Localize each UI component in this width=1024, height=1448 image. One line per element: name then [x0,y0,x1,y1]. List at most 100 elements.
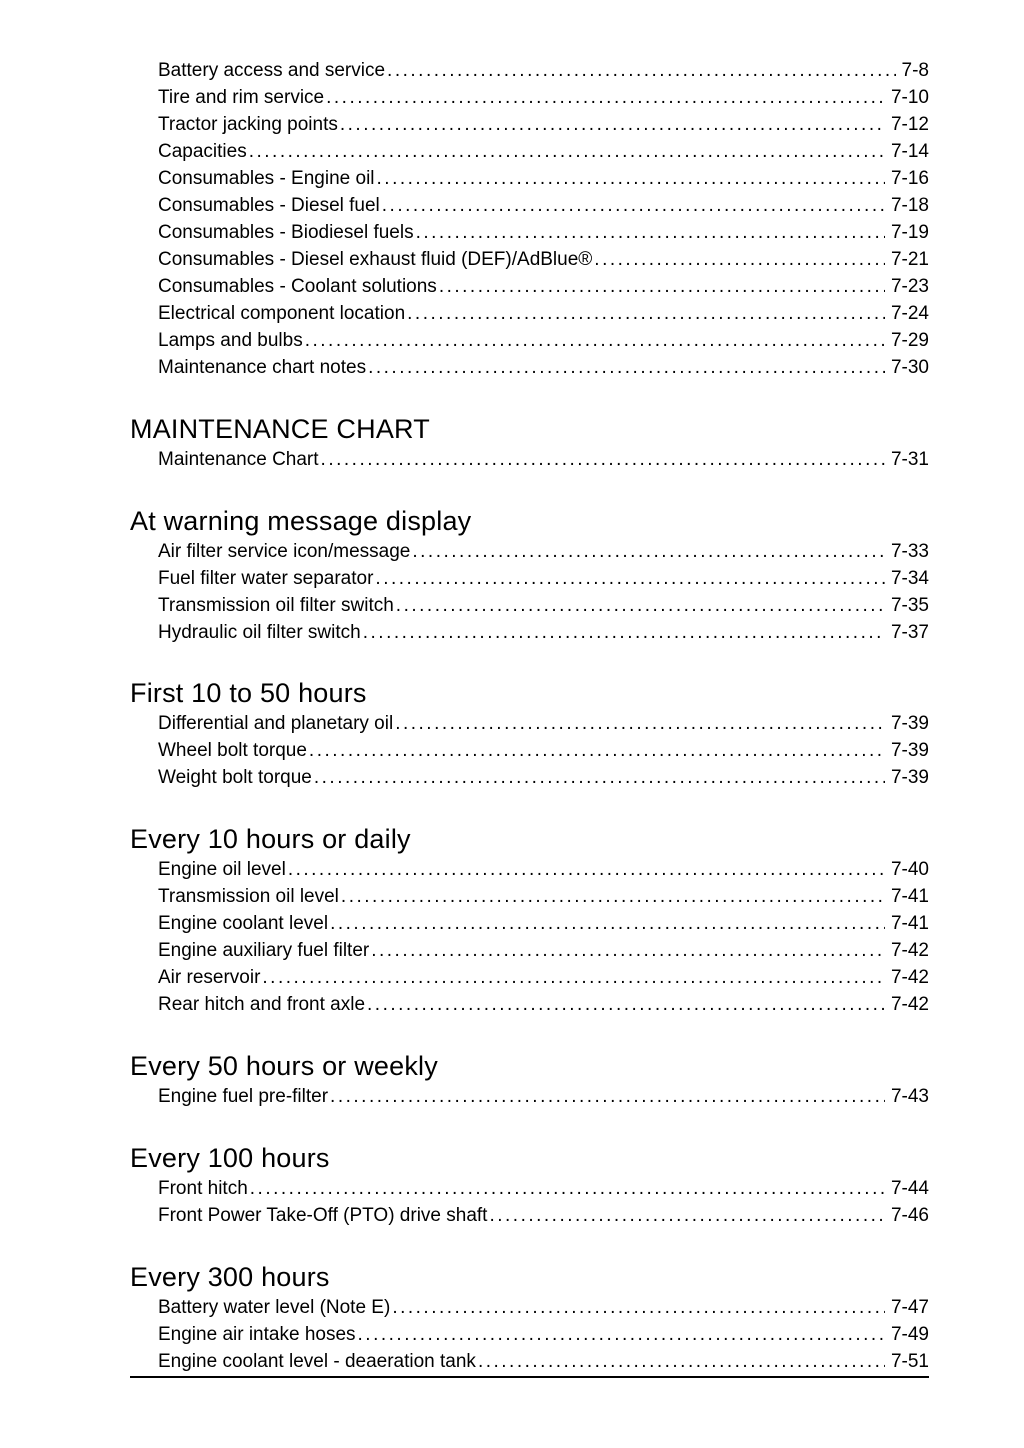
toc-item: Rear hitch and front axle 7-42 [130,992,929,1019]
toc-item: Front Power Take-Off (PTO) drive shaft 7-… [130,1203,929,1230]
toc-item-page: 7-39 [887,765,929,792]
toc-container: Battery access and service7-8Tire and ri… [130,58,929,1376]
toc-leader-dots [594,247,885,274]
section-heading: Every 50 hours or weekly [130,1051,929,1082]
toc-item-label: Hydraulic oil filter switch [158,620,361,647]
toc-item-label: Engine coolant level [158,911,328,938]
toc-leader-dots [309,738,885,765]
toc-item: Hydraulic oil filter switch7-37 [130,620,929,647]
toc-item-label: Consumables - Diesel fuel [158,193,380,220]
toc-item-label: Consumables - Biodiesel fuels [158,220,414,247]
toc-item-label: Electrical component location [158,301,405,328]
toc-item: Air filter service icon/message7-33 [130,539,929,566]
toc-item-page: 7-31 [887,447,929,474]
toc-leader-dots [387,58,895,85]
toc-item-page: 7-41 [887,884,929,911]
toc-leader-dots [371,938,885,965]
toc-item: Engine fuel pre-filter 7-43 [130,1084,929,1111]
toc-item: Engine coolant level7-41 [130,911,929,938]
section-heading: Every 300 hours [130,1262,929,1293]
toc-item: Consumables - Biodiesel fuels7-19 [130,220,929,247]
toc-section: Battery access and service7-8Tire and ri… [130,58,929,382]
toc-section: MAINTENANCE CHARTMaintenance Chart7-31 [130,414,929,474]
toc-item-label: Front Power Take-Off (PTO) drive shaft [158,1203,487,1230]
toc-section: At warning message displayAir filter ser… [130,506,929,647]
toc-item-page: 7-10 [887,85,929,112]
toc-leader-dots [341,884,885,911]
toc-item-page: 7-43 [887,1084,929,1111]
toc-item: Engine oil level 7-40 [130,857,929,884]
toc-leader-dots [478,1349,885,1376]
toc-item-label: Rear hitch and front axle [158,992,365,1019]
toc-leader-dots [416,220,885,247]
toc-item: Fuel filter water separator7-34 [130,566,929,593]
toc-item-page: 7-47 [887,1295,929,1322]
toc-item-page: 7-33 [887,539,929,566]
toc-item-page: 7-42 [887,992,929,1019]
toc-item-label: Engine coolant level - deaeration tank [158,1349,476,1376]
toc-item-label: Battery water level (Note E) [158,1295,390,1322]
toc-leader-dots [314,765,885,792]
toc-leader-dots [375,566,885,593]
toc-leader-dots [326,85,885,112]
toc-item: Consumables - Engine oil 7-16 [130,166,929,193]
toc-leader-dots [407,301,885,328]
toc-leader-dots [439,274,885,301]
toc-item: Air reservoir7-42 [130,965,929,992]
toc-item: Consumables - Diesel exhaust fluid (DEF)… [130,247,929,274]
toc-section: Every 50 hours or weeklyEngine fuel pre-… [130,1051,929,1111]
toc-item-page: 7-46 [887,1203,929,1230]
toc-item-page: 7-42 [887,938,929,965]
toc-item-page: 7-23 [887,274,929,301]
toc-leader-dots [262,965,885,992]
toc-item-page: 7-39 [887,738,929,765]
toc-item-label: Front hitch [158,1176,248,1203]
toc-item-label: Engine auxiliary fuel filter [158,938,369,965]
toc-item: Weight bolt torque 7-39 [130,765,929,792]
toc-leader-dots [249,139,885,166]
toc-item-page: 7-16 [887,166,929,193]
toc-item-label: Wheel bolt torque [158,738,307,765]
toc-section: First 10 to 50 hoursDifferential and pla… [130,678,929,792]
toc-item: Engine auxiliary fuel filter 7-42 [130,938,929,965]
toc-item: Maintenance chart notes7-30 [130,355,929,382]
toc-item-label: Tractor jacking points [158,112,338,139]
toc-leader-dots [412,539,885,566]
toc-leader-dots [288,857,885,884]
toc-item: Lamps and bulbs7-29 [130,328,929,355]
toc-item-label: Weight bolt torque [158,765,312,792]
section-heading: Every 10 hours or daily [130,824,929,855]
toc-item-page: 7-40 [887,857,929,884]
section-heading: Every 100 hours [130,1143,929,1174]
toc-leader-dots [367,992,885,1019]
section-heading: First 10 to 50 hours [130,678,929,709]
toc-item-page: 7-34 [887,566,929,593]
toc-item: Consumables - Coolant solutions7-23 [130,274,929,301]
toc-item: Transmission oil level7-41 [130,884,929,911]
toc-item: Capacities7-14 [130,139,929,166]
toc-leader-dots [392,1295,885,1322]
toc-item: Engine air intake hoses7-49 [130,1322,929,1349]
toc-item: Wheel bolt torque 7-39 [130,738,929,765]
toc-item-page: 7-24 [887,301,929,328]
toc-section: Every 300 hoursBattery water level (Note… [130,1262,929,1376]
toc-item-label: Consumables - Engine oil [158,166,375,193]
toc-item: Electrical component location 7-24 [130,301,929,328]
toc-item-page: 7-29 [887,328,929,355]
toc-item-page: 7-39 [887,711,929,738]
toc-item-label: Engine air intake hoses [158,1322,356,1349]
toc-item-page: 7-35 [887,593,929,620]
toc-leader-dots [377,166,885,193]
toc-item-label: Air reservoir [158,965,260,992]
toc-item: Battery access and service7-8 [130,58,929,85]
toc-leader-dots [489,1203,885,1230]
toc-item: Transmission oil filter switch 7-35 [130,593,929,620]
toc-item-label: Engine fuel pre-filter [158,1084,328,1111]
toc-item-page: 7-8 [898,58,929,85]
toc-item: Consumables - Diesel fuel7-18 [130,193,929,220]
toc-leader-dots [305,328,885,355]
toc-item-label: Differential and planetary oil [158,711,393,738]
toc-section: Every 10 hours or dailyEngine oil level 7… [130,824,929,1019]
toc-item-label: Transmission oil filter switch [158,593,394,620]
toc-item-label: Engine oil level [158,857,286,884]
